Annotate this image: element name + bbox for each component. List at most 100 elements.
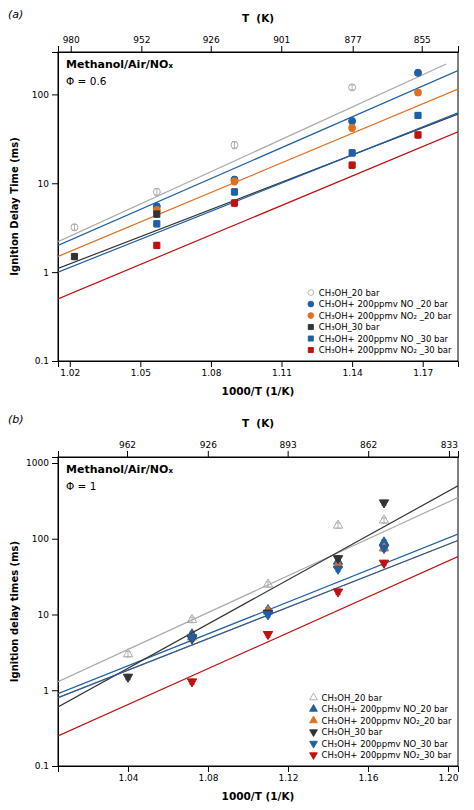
x-axis-tick-label: 1.08 [198,773,218,783]
x2-axis-tick: 833 [441,440,458,457]
x-axis-tick-mark [282,361,283,367]
legend-marker [310,705,318,712]
legend-item: CH₃OH+ 200ppmv NO _20 bar [308,299,449,309]
legend-label: CH₃OH+ 200ppmv NO₂_30 bar [322,750,452,760]
legend-label: CH₃OH+ 200ppmv NO _30 bar [319,334,449,344]
y-axis-tick-mark [52,272,58,273]
x-axis: 1.041.081.121.161.20 [59,766,459,783]
error-bar [416,113,421,119]
data-point [231,141,238,148]
data-point [379,500,388,508]
fit-line [58,540,458,697]
data-point [123,674,132,682]
legend-marker [310,753,318,760]
x-axis-title: 1000/T (1/K) [222,385,295,397]
x-axis-tick-label: 1.05 [131,368,151,378]
fit-line [58,540,458,697]
data-point [263,612,272,620]
fit-line [58,89,458,256]
x2-axis-tick: 952 [133,35,150,52]
x2-axis-tick-mark [141,46,142,52]
x-axis-tick: 1.20 [438,766,458,783]
y-axis-tick-label: 100 [32,534,49,544]
x2-axis-tick-mark [211,46,212,52]
y-axis-line [52,458,59,767]
panel-label: (b) [8,413,24,426]
x2-axis-tick-label: 855 [414,35,431,45]
error-bar [154,211,159,217]
error-bar [350,150,355,156]
x2-axis-tick-label: 893 [280,440,297,450]
y-axis: 0.11101001000 [26,458,58,772]
y-axis-tick-label: 10 [38,179,50,189]
legend-marker [310,741,318,748]
error-bar [72,224,77,230]
data-point [349,162,355,168]
x-axis-tick: 1.16 [358,766,378,783]
error-bar [232,178,237,185]
legend-label: CH₃OH+ 200ppmv NO₂ _30 bar [319,345,452,355]
x2-axis-tick-label: 926 [203,35,220,45]
legend-label: CH₃OH_30 bar [322,727,383,737]
y-axis-tick-mark [52,183,58,184]
error-bar [154,242,159,248]
data-point [187,679,196,687]
legend-item: CH₃OH+ 200ppmv NO_30 bar [310,739,449,749]
error-bar [350,162,355,168]
y-axis-tick-mark [52,463,58,464]
error-bar [416,132,421,138]
legend: CH₃OH_20 barCH₃OH+ 200ppmv NO_20 barCH₃O… [310,693,452,761]
y-axis-tick-mark [52,539,58,540]
data-point [379,546,388,554]
y-axis-tick: 0.1 [35,761,58,771]
x2-axis-tick: 980 [63,35,80,52]
x-axis-tick: 1.08 [198,766,218,783]
y-axis-tick-label: 1 [43,268,49,278]
x2-axis-tick-label: 862 [360,440,377,450]
x-axis-tick: 1.12 [278,766,298,783]
error-bar [416,90,421,96]
data-point [349,84,356,91]
data-point [349,118,356,125]
x2-axis-tick: 926 [203,35,220,52]
error-bar [232,189,237,195]
data-point [379,515,388,523]
x-axis-tick-mark [140,361,141,367]
legend-marker [308,290,314,296]
panel-label: (a) [8,8,23,21]
legend-item: CH₃OH+ 200ppmv NO₂ _20 bar [308,311,452,321]
error-bar [232,200,237,206]
legend-item: CH₃OH_20 bar [308,288,380,298]
x2-axis: 980952926901877855 [59,35,459,53]
legend-label: CH₃OH+ 200ppmv NO_30 bar [322,739,449,749]
fit-line [58,534,458,694]
x2-axis-tick-label: 952 [133,35,150,45]
x2-axis-tick: 893 [280,440,297,457]
data-point [333,520,342,528]
error-bar [350,85,355,90]
data-point [349,150,355,156]
data-point [231,178,238,185]
x-axis-tick: 1.14 [343,361,363,378]
fit-line [58,71,458,246]
x2-axis-tick: 862 [360,440,377,457]
legend-marker [308,336,313,341]
legend-marker [308,313,314,319]
legend-item: CH₃OH+ 200ppmv NO _30 bar [308,334,448,344]
error-bar [416,70,421,75]
data-point [154,211,160,217]
y-axis-tick: 1 [43,268,58,278]
data-point [187,635,196,643]
y-axis-tick: 0.1 [35,356,58,366]
data-point [231,189,237,195]
x2-axis-tick-label: 877 [345,35,362,45]
data-point [333,556,342,564]
panel: 1.021.051.081.111.141.179809529269018778… [8,8,459,397]
x-axis-tick-mark [211,361,212,367]
legend-label: CH₃OH+ 200ppmv NO _20 bar [319,299,449,309]
data-point [153,188,160,195]
y-axis-tick: 10 [38,179,58,189]
data-point [123,649,132,657]
error-bar [72,254,77,260]
data-point [154,221,160,227]
